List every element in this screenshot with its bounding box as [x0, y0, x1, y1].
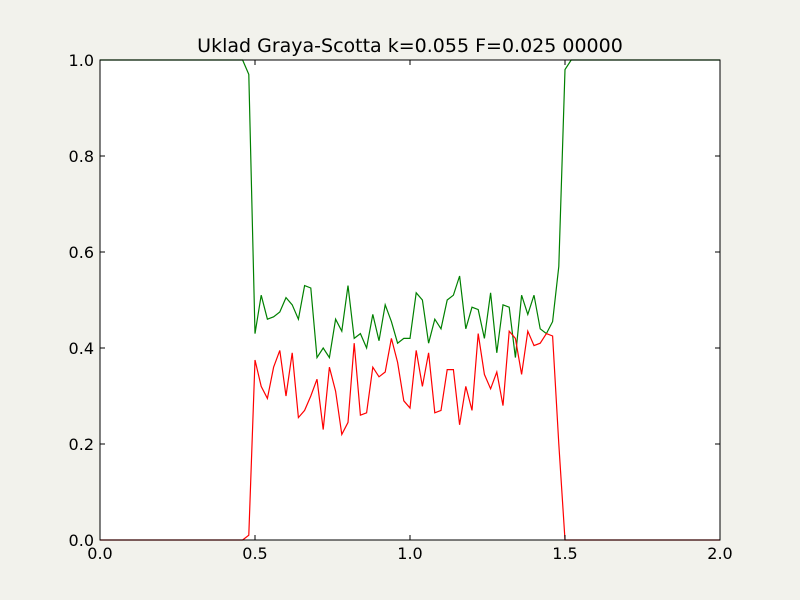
- x-tick-label: 1.0: [397, 544, 422, 563]
- x-tick-label: 1.5: [552, 544, 577, 563]
- y-tick-label: 0.0: [69, 531, 94, 550]
- plot-frame: [99, 59, 721, 541]
- series-line-1: [100, 59, 720, 360]
- x-tick-label: 0.5: [242, 544, 267, 563]
- y-tick-label: 0.2: [69, 435, 94, 454]
- y-tick-label: 0.4: [69, 339, 94, 358]
- x-tick-label: 0.0: [87, 544, 112, 563]
- tick-layer: 0.0 0.5 1.0 1.5 2.0 0.0 0.2 0.4 0.6 0.8 1.0: [69, 51, 733, 563]
- series-layer: [100, 59, 720, 541]
- y-tick-label: 1.0: [69, 51, 94, 70]
- y-tick-label: 0.8: [69, 147, 94, 166]
- chart-title: Uklad Graya-Scotta k=0.055 F=0.025 00000: [197, 35, 623, 57]
- plot-area: [100, 60, 720, 540]
- x-tick-label: 2.0: [707, 544, 732, 563]
- y-tick-label: 0.6: [69, 243, 94, 262]
- series-line-2: [100, 329, 720, 541]
